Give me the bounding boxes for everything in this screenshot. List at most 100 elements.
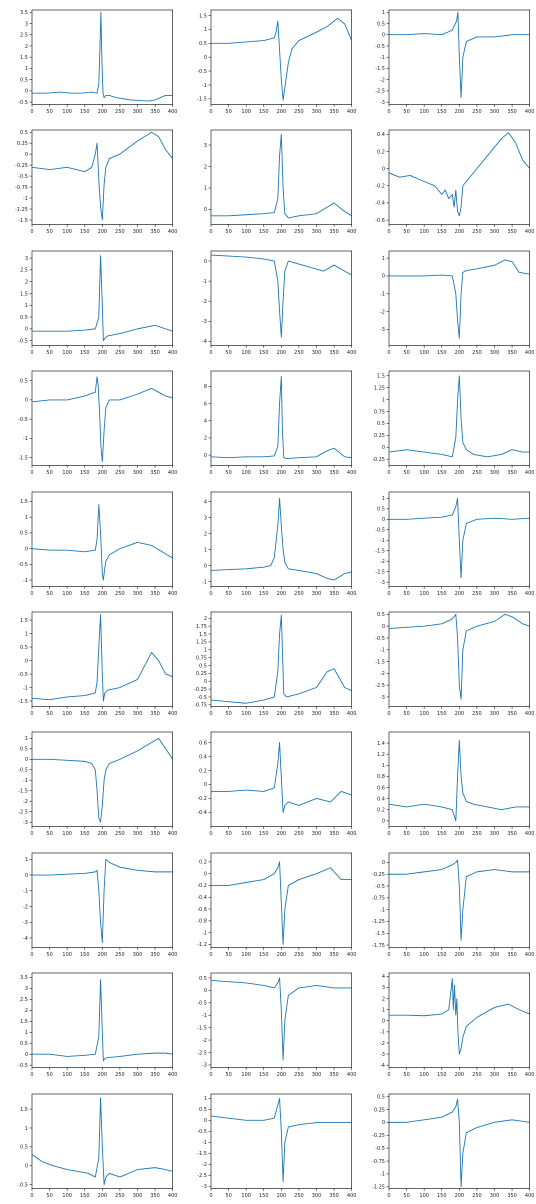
y-tick-label: 8 <box>203 384 206 390</box>
ecg-trace-line <box>210 1097 352 1182</box>
y-tick-label: -0.25 <box>194 687 207 693</box>
y-tick-label: -4 <box>23 936 28 942</box>
y-tick-label: -0.5 <box>18 768 28 774</box>
x-tick-label: 50 <box>225 470 231 476</box>
y-tick-label: 2.5 <box>20 267 28 273</box>
axes-frame <box>388 130 531 226</box>
x-tick-label: 100 <box>241 350 251 356</box>
y-tick-label: 4 <box>203 419 206 425</box>
x-tick-label: 250 <box>472 109 482 115</box>
x-tick-label: 300 <box>133 350 143 356</box>
y-tick-label: -0.5 <box>197 1001 207 1007</box>
y-tick-label: -2 <box>380 1041 385 1047</box>
x-tick-label: 150 <box>437 1192 447 1198</box>
x-tick-label: 150 <box>80 952 90 958</box>
y-tick-label: -2 <box>202 1162 207 1168</box>
y-tick-label: 0.5 <box>20 379 28 385</box>
y-tick-label: 1.5 <box>199 632 207 638</box>
y-tick-label: -1 <box>380 907 385 913</box>
ecg-trace-line <box>389 613 531 700</box>
x-tick-label: 250 <box>115 229 125 235</box>
x-tick-label: 150 <box>437 229 447 235</box>
x-tick-label: 350 <box>508 952 518 958</box>
y-tick-label: 0.25 <box>374 1107 385 1113</box>
y-tick-label: -1.5 <box>197 1151 207 1157</box>
ecg-trace-line <box>31 738 174 824</box>
y-tick-label: 1 <box>382 398 385 404</box>
x-tick-label: 400 <box>347 952 357 958</box>
x-tick-label: 300 <box>311 350 321 356</box>
y-tick-label: 0.5 <box>199 41 207 47</box>
x-tick-label: 0 <box>388 1192 391 1198</box>
x-tick-label: 200 <box>98 470 108 476</box>
y-tick-label: -2 <box>380 309 385 315</box>
x-tick-label: 150 <box>437 470 447 476</box>
x-tick-label: 150 <box>437 590 447 596</box>
x-tick-label: 250 <box>294 590 304 596</box>
y-tick-label: -2 <box>380 77 385 83</box>
y-tick-label: 2 <box>25 44 28 50</box>
x-tick-label: 150 <box>80 831 90 837</box>
x-tick-label: 400 <box>525 590 535 596</box>
y-tick-label: 1 <box>25 515 28 521</box>
x-tick-label: 400 <box>347 470 357 476</box>
x-tick-label: 150 <box>437 711 447 717</box>
x-tick-label: 150 <box>437 1072 447 1078</box>
x-tick-label: 100 <box>241 711 251 717</box>
x-tick-label: 400 <box>168 1192 178 1198</box>
x-tick-label: 50 <box>404 831 410 837</box>
x-tick-label: 250 <box>115 350 125 356</box>
x-tick-label: 250 <box>294 831 304 837</box>
x-tick-label: 0 <box>209 1192 212 1198</box>
y-tick-label: 1.5 <box>20 55 28 61</box>
x-tick-label: 350 <box>329 1072 339 1078</box>
x-tick-label: 350 <box>329 350 339 356</box>
x-tick-label: 150 <box>259 350 269 356</box>
y-tick-label: -0.75 <box>15 185 28 191</box>
x-tick-label: 200 <box>455 1192 465 1198</box>
ecg-trace-line <box>389 132 531 217</box>
ecg-trace-line <box>31 614 173 702</box>
x-tick-label: 150 <box>259 470 269 476</box>
y-tick-label: 0.5 <box>377 21 385 27</box>
x-tick-label: 400 <box>525 350 535 356</box>
y-tick-label: -1 <box>202 279 207 285</box>
y-tick-label: -0.5 <box>197 69 207 75</box>
y-tick-label: 0 <box>382 445 385 451</box>
y-tick-label: 1 <box>25 1125 28 1131</box>
x-tick-label: 100 <box>62 1072 72 1078</box>
x-tick-label: 0 <box>209 1072 212 1078</box>
y-tick-label: 0 <box>25 89 28 95</box>
y-tick-label: -0.25 <box>372 872 385 878</box>
y-tick-label: -1 <box>380 648 385 654</box>
y-tick-label: -1 <box>202 83 207 89</box>
y-tick-label: 0.5 <box>377 506 385 512</box>
y-tick-label: 1 <box>25 631 28 637</box>
y-tick-label: 0.25 <box>196 671 207 677</box>
y-tick-label: 0.75 <box>196 655 207 661</box>
x-tick-label: 400 <box>168 952 178 958</box>
x-tick-label: 0 <box>388 350 391 356</box>
x-tick-label: 300 <box>490 952 500 958</box>
axes-frame <box>388 1093 531 1189</box>
y-tick-label: 0 <box>25 152 28 158</box>
x-tick-label: 0 <box>30 350 33 356</box>
subplot-24: 0 50 100 150 200 250 300 350 400 -1.75 -1.5 -1.25 -1… <box>372 852 535 958</box>
y-tick-label: -0.5 <box>376 636 386 642</box>
y-tick-label: 0.2 <box>377 808 385 814</box>
x-tick-label: 0 <box>30 831 33 837</box>
subplot-29: 0 50 100 150 200 250 300 350 400 -3 -2.5 -2 -1.5 -1 -0… <box>197 1093 356 1198</box>
x-tick-label: 250 <box>115 831 125 837</box>
x-tick-label: 250 <box>472 711 482 717</box>
subplot-7: 0 50 100 150 200 250 300 350 400-0.500.511.522.5… <box>18 250 177 356</box>
x-tick-label: 400 <box>525 711 535 717</box>
x-tick-label: 300 <box>133 1072 143 1078</box>
y-tick-label: -1.5 <box>376 66 386 72</box>
subplot-11: 0 50 100 150 200 250 300 350 400 0 2 4 6 8 <box>203 370 357 476</box>
axes-frame <box>210 611 352 707</box>
x-tick-label: 350 <box>508 831 518 837</box>
x-tick-label: 400 <box>347 1072 357 1078</box>
x-tick-label: 300 <box>133 952 143 958</box>
y-tick-label: 3 <box>25 986 28 992</box>
x-tick-label: 200 <box>276 229 286 235</box>
